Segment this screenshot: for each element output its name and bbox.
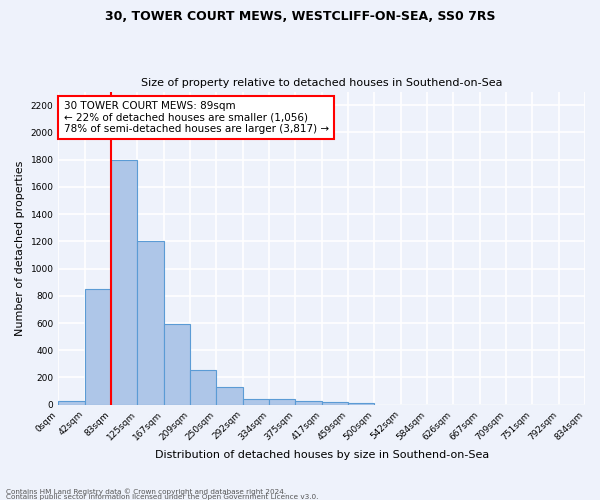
Bar bbox=[295, 400, 322, 404]
Bar bbox=[164, 324, 190, 404]
X-axis label: Distribution of detached houses by size in Southend-on-Sea: Distribution of detached houses by size … bbox=[155, 450, 489, 460]
Text: Contains public sector information licensed under the Open Government Licence v3: Contains public sector information licen… bbox=[6, 494, 319, 500]
Text: 30 TOWER COURT MEWS: 89sqm
← 22% of detached houses are smaller (1,056)
78% of s: 30 TOWER COURT MEWS: 89sqm ← 22% of deta… bbox=[64, 101, 329, 134]
Text: 30, TOWER COURT MEWS, WESTCLIFF-ON-SEA, SS0 7RS: 30, TOWER COURT MEWS, WESTCLIFF-ON-SEA, … bbox=[105, 10, 495, 23]
Bar bbox=[243, 398, 269, 404]
Bar bbox=[348, 403, 374, 404]
Bar bbox=[269, 400, 295, 404]
Bar bbox=[85, 289, 111, 405]
Bar bbox=[217, 387, 243, 404]
Bar bbox=[190, 370, 217, 404]
Bar bbox=[137, 242, 164, 404]
Y-axis label: Number of detached properties: Number of detached properties bbox=[15, 160, 25, 336]
Bar bbox=[322, 402, 348, 404]
Title: Size of property relative to detached houses in Southend-on-Sea: Size of property relative to detached ho… bbox=[141, 78, 502, 88]
Bar bbox=[111, 160, 137, 404]
Text: Contains HM Land Registry data © Crown copyright and database right 2024.: Contains HM Land Registry data © Crown c… bbox=[6, 488, 286, 495]
Bar bbox=[58, 402, 85, 404]
